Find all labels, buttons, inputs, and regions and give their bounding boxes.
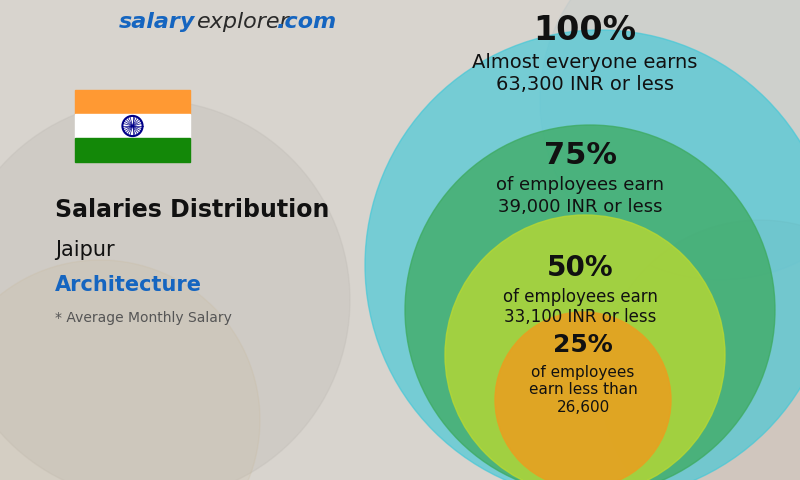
Bar bbox=[75, 138, 190, 162]
Text: 75%: 75% bbox=[543, 141, 617, 169]
Text: 25%: 25% bbox=[553, 333, 613, 357]
Bar bbox=[75, 90, 190, 114]
Text: 100%: 100% bbox=[534, 13, 637, 47]
Text: Almost everyone earns: Almost everyone earns bbox=[472, 52, 698, 72]
Text: of employees: of employees bbox=[531, 364, 634, 380]
Circle shape bbox=[405, 125, 775, 480]
Bar bbox=[75, 114, 190, 138]
Text: 33,100 INR or less: 33,100 INR or less bbox=[504, 308, 656, 326]
Text: explorer: explorer bbox=[197, 12, 290, 32]
Circle shape bbox=[0, 100, 350, 480]
Circle shape bbox=[540, 0, 800, 280]
Circle shape bbox=[445, 215, 725, 480]
Text: .com: .com bbox=[277, 12, 337, 32]
Circle shape bbox=[600, 220, 800, 480]
Text: Architecture: Architecture bbox=[55, 275, 202, 295]
Text: * Average Monthly Salary: * Average Monthly Salary bbox=[55, 311, 232, 325]
Circle shape bbox=[0, 260, 260, 480]
Text: 39,000 INR or less: 39,000 INR or less bbox=[498, 198, 662, 216]
Text: of employees earn: of employees earn bbox=[496, 176, 664, 194]
Text: Salaries Distribution: Salaries Distribution bbox=[55, 198, 330, 222]
Text: earn less than: earn less than bbox=[529, 383, 638, 397]
Text: 50%: 50% bbox=[546, 254, 614, 282]
Circle shape bbox=[365, 30, 800, 480]
Circle shape bbox=[495, 312, 671, 480]
Text: 63,300 INR or less: 63,300 INR or less bbox=[496, 75, 674, 95]
Text: Jaipur: Jaipur bbox=[55, 240, 114, 260]
Text: 26,600: 26,600 bbox=[556, 400, 610, 416]
Text: salary: salary bbox=[118, 12, 195, 32]
Text: of employees earn: of employees earn bbox=[502, 288, 658, 306]
